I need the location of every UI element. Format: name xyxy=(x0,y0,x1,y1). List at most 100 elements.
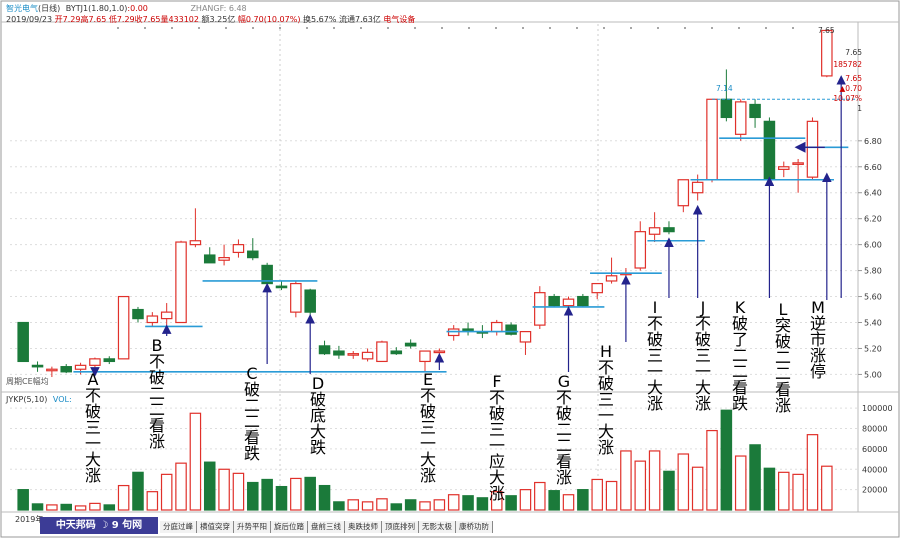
right-label-price: 7.65 xyxy=(845,74,862,83)
price-tick-label: 6.20 xyxy=(864,215,882,224)
top-dot-marker xyxy=(117,27,119,29)
price-tick-label: 5.00 xyxy=(864,370,882,379)
indicator-tab[interactable]: 奥跌技师 xyxy=(345,521,382,533)
indicator-tab[interactable]: 升势平阳 xyxy=(234,521,271,533)
indicator-tab[interactable]: 盘前三线 xyxy=(308,521,345,533)
quote-sector: 电气设备 xyxy=(383,15,416,24)
zhangf-label: ZHANGF: 6.48 xyxy=(190,4,247,13)
volume-bar xyxy=(376,498,388,511)
top-dot-marker xyxy=(522,27,524,29)
indicator-tab[interactable]: 康桥功防 xyxy=(456,521,493,533)
candle-body xyxy=(663,227,675,233)
volume-bar xyxy=(419,501,431,511)
volume-bar xyxy=(577,489,589,511)
right-label-chg: ▲0.70 xyxy=(839,84,862,93)
volume-bar xyxy=(706,429,718,511)
annotation-l: L突破二二看涨 xyxy=(774,300,791,415)
candle-body xyxy=(691,181,704,194)
candle-body xyxy=(333,350,345,356)
volume-bar xyxy=(275,485,288,511)
top-dot-marker xyxy=(711,27,713,29)
candle-body xyxy=(275,285,288,289)
top-dot-marker xyxy=(441,27,443,29)
top-dot-marker xyxy=(603,27,605,29)
volume-bar xyxy=(462,495,474,511)
candle-body xyxy=(160,311,173,320)
volume-tick-label: 60000 xyxy=(862,445,887,454)
top-dot-marker xyxy=(684,27,686,29)
candle-body xyxy=(534,292,546,326)
candle-body xyxy=(548,295,560,307)
candle-body xyxy=(103,358,116,363)
quote-line: 2019/09/23 开7.29高7.65 低7.29收7.65量433102 … xyxy=(6,14,415,25)
candle-body xyxy=(519,330,532,343)
indicator-tab[interactable]: 顶底排列 xyxy=(382,521,419,533)
annotation-b: B不破二二看涨 xyxy=(148,336,165,451)
volume-bar xyxy=(663,470,675,511)
volume-bar xyxy=(749,444,761,511)
top-dot-marker xyxy=(387,27,389,29)
volume-tick-label: 40000 xyxy=(862,465,887,474)
indicator-value: :0.00 xyxy=(127,4,148,13)
top-dot-marker xyxy=(360,27,362,29)
volume-bar xyxy=(778,471,790,511)
candle-body xyxy=(376,341,388,363)
candle-body xyxy=(17,321,29,363)
volume-tick-label: 100000 xyxy=(862,404,893,413)
volume-bar xyxy=(734,455,747,511)
indicator-tab[interactable]: 无影太极 xyxy=(419,521,456,533)
candle-body xyxy=(304,289,316,313)
top-price-label: 7.65 xyxy=(818,26,835,35)
candle-body xyxy=(232,244,245,254)
candle-body xyxy=(89,358,101,366)
volume-bar xyxy=(74,505,87,511)
chart-header: 智光电气(日线) BYTJ1(1.80,1.0):0.00 ZHANGF: 6.… xyxy=(6,3,247,14)
lower-indicator: JYKP(5,10) xyxy=(6,395,48,404)
volume-bar xyxy=(117,484,130,511)
quote-change: 幅0.70(10.07%) xyxy=(237,15,301,24)
volume-bar xyxy=(591,478,603,511)
candle-body xyxy=(648,227,661,235)
annotation-e: E不破三一大涨 xyxy=(419,370,436,485)
volume-bar xyxy=(806,434,819,511)
candle-body xyxy=(490,321,503,333)
indicator-tab[interactable]: 横值突穿 xyxy=(197,521,234,533)
volume-bar xyxy=(447,494,460,511)
top-dot-marker xyxy=(198,27,200,29)
candle-body xyxy=(290,282,302,313)
price-tick-label: 6.60 xyxy=(864,163,882,172)
candle-body xyxy=(419,350,431,363)
indicator-label: BYTJ1(1.80,1.0) xyxy=(65,4,128,13)
top-dot-marker xyxy=(765,27,767,29)
lower-panel-title: JYKP(5,10) VOL: xyxy=(6,395,72,404)
volume-bar xyxy=(46,504,58,511)
candle-body xyxy=(605,275,618,282)
price-tick-label: 5.40 xyxy=(864,319,882,328)
volume-tick-label: 20000 xyxy=(862,486,887,495)
indicator-tab[interactable]: 分庭过峰 xyxy=(160,521,197,533)
candle-body xyxy=(189,240,202,246)
indicator-tab[interactable]: 旋后位踏 xyxy=(271,521,308,533)
price-tick-label: 5.60 xyxy=(864,293,882,302)
candle-body xyxy=(175,241,187,324)
volume-bar xyxy=(304,476,316,511)
annotation-m: M逆市涨停 xyxy=(809,298,826,381)
volume-bar xyxy=(160,473,173,511)
volume-bar xyxy=(361,501,374,511)
peak-label: 7.14 xyxy=(716,84,733,93)
quote-amount: 额3.25亿 xyxy=(201,15,236,24)
volume-bar xyxy=(290,477,302,511)
period-label: (日线) xyxy=(38,4,61,13)
year-label: 2019年 xyxy=(15,515,44,524)
candle-body xyxy=(749,103,761,119)
candle-body xyxy=(706,98,718,181)
volume-bar xyxy=(390,503,403,511)
candle-body xyxy=(361,351,374,360)
annotation-k: K破了二二看跌 xyxy=(731,298,748,413)
annotation-i: I不破三一大涨 xyxy=(646,298,663,413)
volume-bar xyxy=(218,468,230,511)
quote-open: 开7.29 xyxy=(54,15,81,24)
volume-bar xyxy=(347,499,360,511)
quote-float: 流通7.63亿 xyxy=(338,15,381,24)
